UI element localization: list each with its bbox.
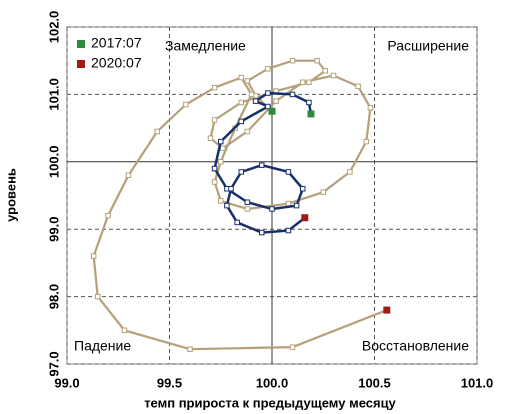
point-marker bbox=[211, 179, 218, 185]
x-axis-label: темп прироста к предыдущему месяцу bbox=[144, 395, 396, 410]
point-marker bbox=[238, 169, 244, 175]
legend-swatch bbox=[77, 60, 85, 68]
point-marker bbox=[187, 346, 193, 352]
y-tick-label: 100.0 bbox=[46, 146, 61, 179]
x-tick-label: 99.5 bbox=[157, 375, 182, 390]
point-marker bbox=[285, 227, 292, 234]
point-marker bbox=[183, 101, 189, 108]
point-marker bbox=[220, 145, 226, 152]
point-marker bbox=[259, 162, 265, 168]
point-marker bbox=[244, 206, 251, 212]
legend-swatch bbox=[77, 40, 85, 48]
point-marker bbox=[268, 107, 276, 115]
point-marker bbox=[121, 327, 128, 334]
point-marker bbox=[367, 105, 374, 111]
x-tick-label: 100.5 bbox=[358, 375, 391, 390]
point-marker bbox=[314, 57, 320, 64]
point-marker bbox=[322, 68, 329, 74]
x-tick-label: 100.0 bbox=[256, 375, 289, 390]
point-marker bbox=[383, 306, 391, 314]
point-marker bbox=[238, 99, 244, 106]
point-marker bbox=[265, 90, 271, 96]
point-marker bbox=[259, 229, 265, 236]
y-tick-label: 98.0 bbox=[46, 284, 61, 309]
point-marker bbox=[289, 57, 296, 64]
point-marker bbox=[125, 172, 132, 179]
point-marker bbox=[347, 169, 353, 175]
point-marker bbox=[244, 199, 251, 205]
quadrant-label: Восстановление bbox=[362, 338, 469, 354]
point-marker bbox=[307, 110, 315, 118]
point-marker bbox=[269, 206, 275, 212]
point-marker bbox=[265, 66, 271, 72]
point-marker bbox=[289, 344, 296, 350]
point-marker bbox=[285, 200, 292, 207]
point-marker bbox=[228, 186, 234, 192]
point-marker bbox=[289, 91, 296, 98]
legend-label: 2017:07 bbox=[91, 35, 142, 51]
point-marker bbox=[90, 253, 97, 259]
point-marker bbox=[330, 72, 337, 79]
legend-label: 2020:07 bbox=[91, 55, 142, 71]
x-tick-label: 101.0 bbox=[461, 375, 494, 390]
point-marker bbox=[252, 98, 259, 104]
point-marker bbox=[355, 83, 361, 90]
point-marker bbox=[105, 212, 111, 219]
point-marker bbox=[224, 202, 230, 209]
point-marker bbox=[238, 74, 244, 81]
point-marker bbox=[285, 169, 292, 175]
point-marker bbox=[248, 91, 255, 98]
point-marker bbox=[301, 214, 309, 222]
point-marker bbox=[207, 135, 214, 141]
quadrant-label: Замедление bbox=[165, 38, 246, 54]
point-marker bbox=[218, 159, 224, 165]
point-marker bbox=[306, 79, 312, 86]
point-marker bbox=[244, 78, 251, 84]
point-marker bbox=[363, 138, 370, 145]
quadrant-label: Расширение bbox=[387, 38, 469, 54]
point-marker bbox=[300, 79, 306, 86]
point-marker bbox=[154, 128, 160, 135]
point-marker bbox=[300, 186, 306, 192]
point-marker bbox=[218, 138, 224, 145]
y-axis-label: уровень bbox=[3, 168, 18, 222]
point-marker bbox=[218, 198, 224, 204]
point-marker bbox=[211, 117, 218, 123]
y-tick-label: 99.0 bbox=[46, 217, 61, 242]
y-tick-label: 102.0 bbox=[46, 11, 61, 44]
point-marker bbox=[273, 98, 279, 104]
point-marker bbox=[306, 99, 312, 106]
point-marker bbox=[320, 189, 326, 195]
point-marker bbox=[265, 103, 271, 110]
y-tick-label: 101.0 bbox=[46, 78, 61, 111]
point-marker bbox=[293, 202, 300, 209]
x-tick-label: 99.0 bbox=[54, 375, 79, 390]
point-marker bbox=[211, 165, 218, 172]
point-marker bbox=[234, 219, 240, 226]
point-marker bbox=[95, 293, 101, 300]
point-marker bbox=[211, 84, 218, 91]
quadrant-label: Падение bbox=[74, 338, 131, 354]
point-marker bbox=[244, 128, 251, 135]
y-tick-label: 97.0 bbox=[46, 351, 61, 376]
point-marker bbox=[238, 118, 244, 125]
